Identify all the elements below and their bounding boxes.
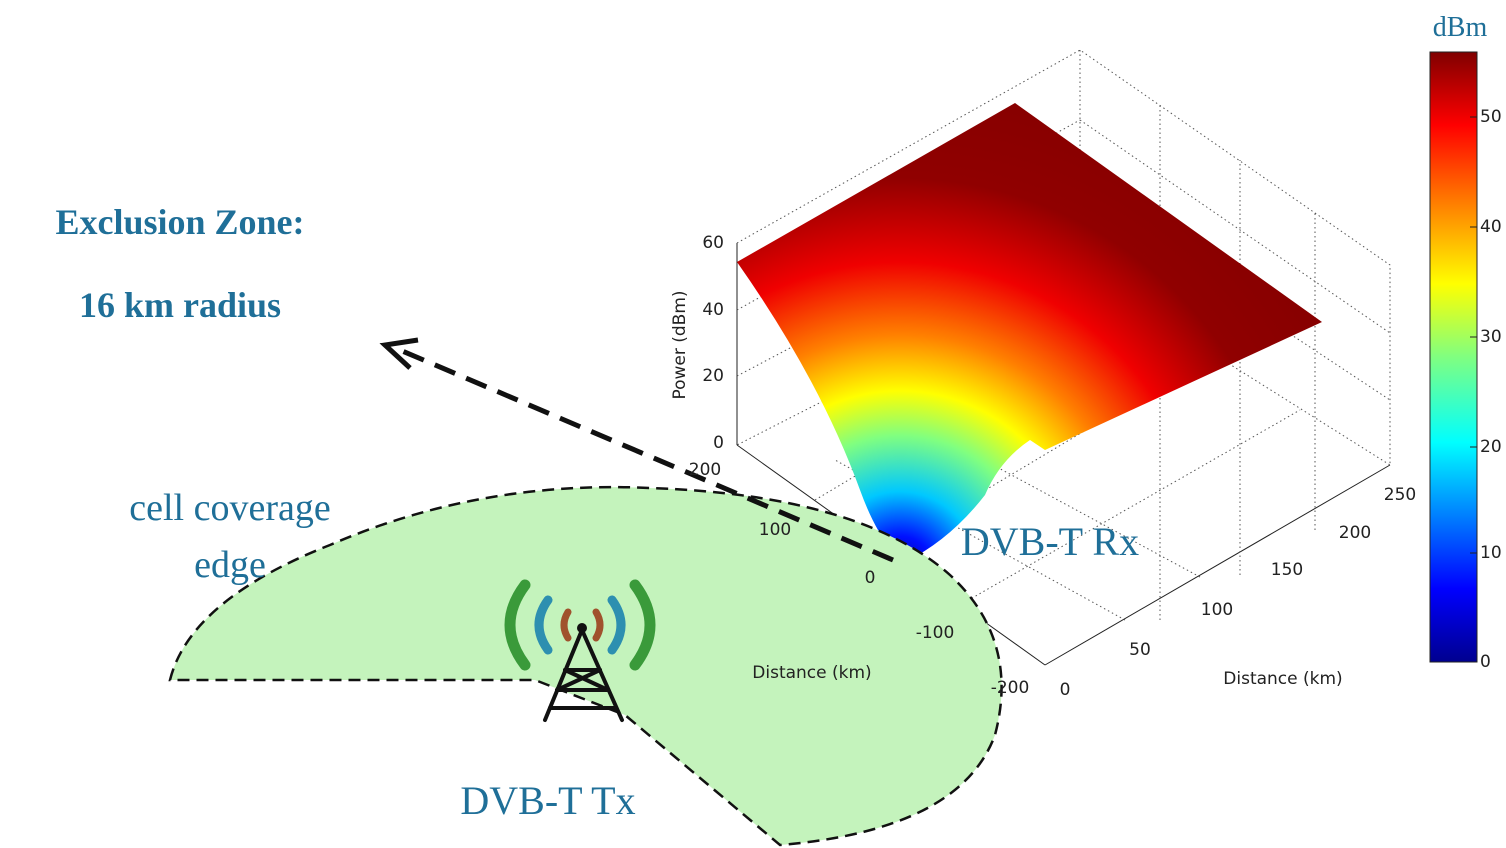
x-tick: -200 xyxy=(991,678,1030,698)
colorbar-tick: 50 xyxy=(1480,107,1502,127)
coverage-area xyxy=(168,485,1003,847)
colorbar-tick: 0 xyxy=(1480,652,1491,672)
exclusion-title: Exclusion Zone: xyxy=(55,202,304,242)
z-tick: 60 xyxy=(702,233,724,253)
colorbar-tick: 10 xyxy=(1480,543,1502,563)
rx-label: DVB-T Rx xyxy=(961,519,1139,564)
exclusion-radius: 16 km radius xyxy=(79,285,281,325)
y-tick: 100 xyxy=(1201,600,1233,620)
y-tick: 150 xyxy=(1271,560,1303,580)
y-tick: 200 xyxy=(1339,523,1371,543)
x-tick: 200 xyxy=(689,460,721,480)
x-tick: 0 xyxy=(865,568,876,588)
z-tick: 40 xyxy=(702,300,724,320)
x-tick: 100 xyxy=(759,520,791,540)
colorbar-ticks xyxy=(1470,116,1477,554)
tx-label: DVB-T Tx xyxy=(460,778,635,823)
z-tick: 0 xyxy=(713,433,724,453)
colorbar-tick: 30 xyxy=(1480,327,1502,347)
y-tick: 250 xyxy=(1384,485,1416,505)
colorbar-unit: dBm xyxy=(1433,12,1488,43)
tower-icon xyxy=(504,579,656,722)
x-axis-label: Distance (km) xyxy=(752,663,871,683)
y-axis-label: Distance (km) xyxy=(1223,669,1342,689)
power-surface xyxy=(737,103,1322,562)
y-tick: 50 xyxy=(1129,640,1151,660)
y-tick: 0 xyxy=(1060,680,1071,700)
cell-edge-label: cell coverage xyxy=(129,487,330,529)
z-axis-label: Power (dBm) xyxy=(670,290,690,399)
cell-edge-label: edge xyxy=(194,544,266,586)
colorbar-tick: 40 xyxy=(1480,217,1502,237)
colorbar xyxy=(1429,51,1478,663)
x-tick: -100 xyxy=(916,623,955,643)
exclusion-arrow xyxy=(379,337,894,563)
colorbar-tick: 20 xyxy=(1480,437,1502,457)
z-tick: 20 xyxy=(702,366,724,386)
